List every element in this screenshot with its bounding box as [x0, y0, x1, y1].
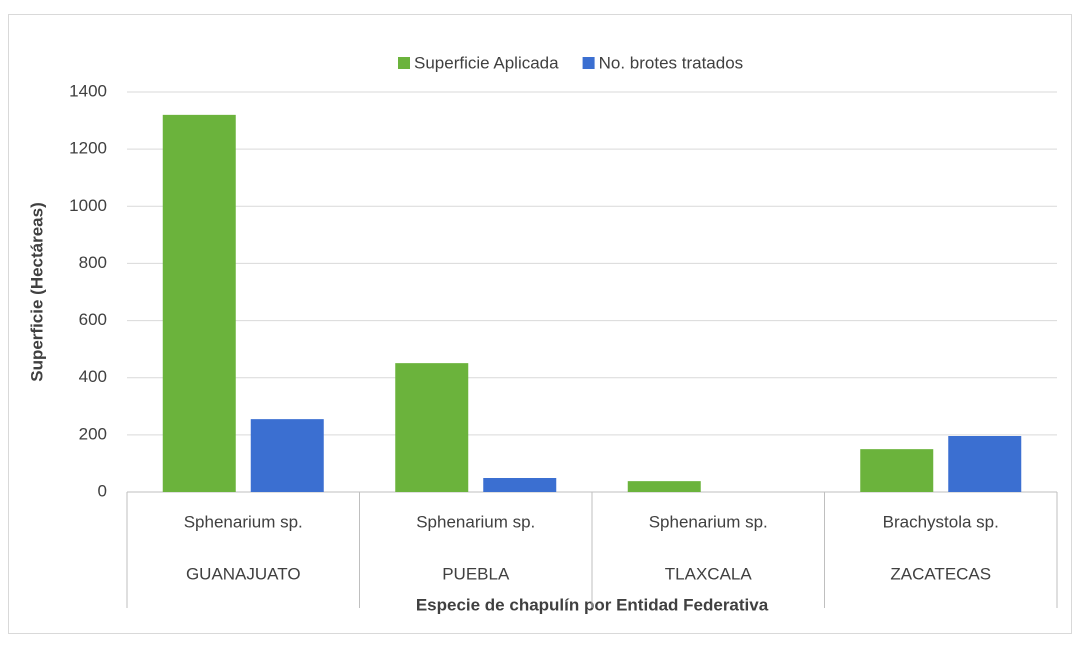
x-group-label: ZACATECAS: [890, 564, 991, 583]
y-tick-label: 1200: [69, 139, 107, 158]
x-tick-label: Brachystola sp.: [883, 512, 999, 531]
bar: [162, 114, 236, 492]
y-tick-label: 1000: [69, 196, 107, 215]
y-tick-label: 600: [79, 310, 107, 329]
x-group-label: TLAXCALA: [665, 564, 753, 583]
bar: [483, 478, 557, 492]
y-tick-label: 800: [79, 253, 107, 272]
legend-swatch: [398, 57, 410, 69]
legend-label: Superficie Aplicada: [414, 53, 559, 72]
bar: [395, 363, 469, 492]
x-group-label: GUANAJUATO: [186, 564, 301, 583]
bar: [948, 436, 1022, 492]
x-tick-label: Sphenarium sp.: [184, 512, 303, 531]
y-tick-label: 400: [79, 367, 107, 386]
bar: [860, 449, 934, 492]
y-tick-label: 200: [79, 424, 107, 443]
y-tick-label: 0: [98, 481, 107, 500]
legend-label: No. brotes tratados: [599, 53, 744, 72]
y-axis-title: Superficie (Hectáreas): [27, 202, 46, 382]
y-tick-label: 1400: [69, 81, 107, 100]
legend-swatch: [582, 57, 595, 69]
x-tick-label: Sphenarium sp.: [649, 512, 768, 531]
x-tick-label: Sphenarium sp.: [416, 512, 535, 531]
x-group-label: PUEBLA: [442, 564, 510, 583]
bar: [250, 419, 324, 492]
bar: [627, 481, 701, 492]
